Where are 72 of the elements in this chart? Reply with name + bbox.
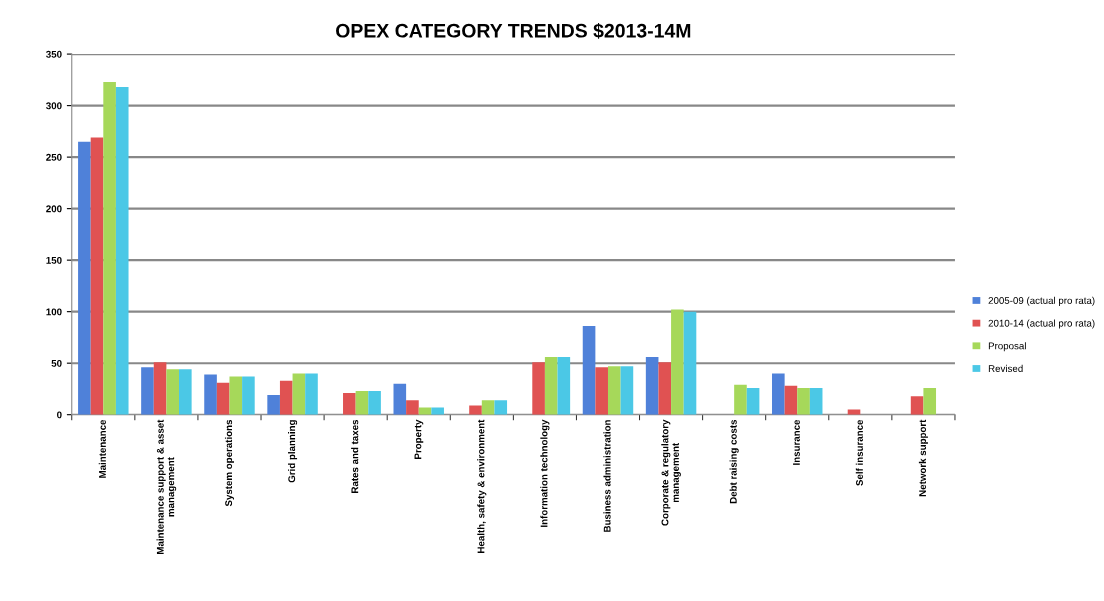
bar [343, 393, 356, 415]
y-tick-label: 250 [46, 153, 62, 161]
bar [481, 400, 495, 415]
bar [103, 81, 116, 415]
y-tick-label: 100 [46, 308, 62, 316]
legend-label: 2010-14 (actual pro rata) [988, 319, 1095, 329]
bar [557, 356, 571, 415]
bar [532, 362, 545, 415]
bar [242, 376, 255, 415]
bar [784, 385, 798, 415]
y-tick-label: 50 [51, 359, 62, 367]
bar [923, 387, 937, 415]
bar [292, 373, 306, 415]
bar [658, 362, 672, 415]
bar [305, 373, 318, 415]
bar [469, 405, 482, 415]
bar [620, 366, 634, 415]
y-tick-label: 0 [57, 411, 62, 419]
bar [746, 387, 760, 415]
bar [393, 383, 407, 415]
bar [153, 362, 167, 415]
bar [115, 87, 129, 415]
x-tick-label: Health, safety & environment [477, 419, 487, 553]
bar [645, 356, 659, 415]
bar [355, 390, 369, 415]
bar [267, 395, 280, 415]
legend-label: Revised [988, 364, 1023, 372]
y-tick-label: 350 [46, 50, 62, 58]
x-tick-label: Maintenance support & asset management [156, 419, 177, 554]
bar [671, 309, 684, 415]
bar [494, 400, 508, 415]
bar [368, 390, 381, 415]
x-tick-label: Self insurance [855, 419, 863, 486]
x-tick-label: System operations [224, 419, 235, 507]
bar [683, 311, 697, 415]
x-tick-label: Corporate & regulatory management [661, 419, 681, 526]
bar [772, 373, 785, 415]
bar [216, 382, 230, 415]
y-tick-label: 300 [46, 102, 62, 110]
x-tick-label: Grid planning [288, 420, 298, 483]
chart-title: OPEX CATEGORY TRENDS $2013-14M [336, 22, 691, 39]
bar [910, 396, 924, 415]
bar [141, 367, 154, 415]
bar [418, 407, 432, 415]
bar [797, 387, 810, 415]
y-tick-label: 200 [46, 205, 62, 213]
legend-label: 2005-09 (actual pro rata) [988, 296, 1095, 306]
x-tick-label: Maintenance [98, 419, 106, 478]
bar [607, 366, 621, 415]
bar [734, 384, 747, 415]
bar [582, 326, 596, 415]
x-tick-label: Business administration [603, 420, 611, 532]
bar [179, 369, 192, 415]
bar [544, 356, 558, 415]
bar [78, 141, 91, 415]
x-tick-label: Debt raising costs [729, 419, 739, 504]
x-tick-label: Property [414, 419, 424, 459]
x-tick-label: Information technology [540, 419, 550, 527]
bar [406, 400, 419, 415]
bar [279, 380, 293, 415]
bar [595, 367, 608, 415]
y-tick-label: 150 [46, 256, 62, 264]
bar [166, 369, 180, 415]
bar [809, 387, 823, 415]
bar [204, 374, 217, 415]
legend-label: Proposal [988, 342, 1026, 352]
x-tick-label: Insurance [793, 419, 800, 465]
bar [229, 376, 243, 415]
bar [90, 137, 104, 415]
x-tick-label: Network support [918, 419, 928, 497]
x-tick-label: Rates and taxes [351, 419, 359, 493]
bar [431, 407, 444, 415]
